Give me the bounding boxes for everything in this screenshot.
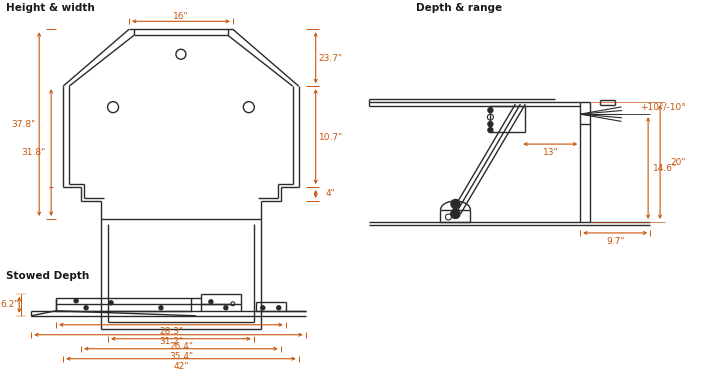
Text: 9.7": 9.7" (606, 237, 624, 247)
Circle shape (488, 108, 493, 113)
Text: Height & width: Height & width (6, 3, 95, 13)
Text: 35.4": 35.4" (169, 352, 193, 361)
Circle shape (488, 127, 493, 132)
Circle shape (451, 199, 460, 209)
Circle shape (451, 209, 460, 218)
Text: 31.8": 31.8" (21, 147, 45, 157)
Circle shape (74, 299, 78, 303)
Text: 16": 16" (173, 12, 189, 21)
Text: 42": 42" (173, 362, 188, 371)
Text: +10°/-10°: +10°/-10° (640, 103, 686, 112)
Text: 26.4": 26.4" (169, 342, 193, 351)
Circle shape (84, 306, 88, 310)
Circle shape (261, 306, 265, 310)
Circle shape (277, 306, 281, 310)
Circle shape (109, 301, 113, 305)
Text: 4": 4" (326, 189, 336, 199)
Text: 10.7": 10.7" (319, 132, 343, 142)
Circle shape (209, 300, 213, 304)
Text: 20": 20" (670, 157, 686, 167)
Text: Depth & range: Depth & range (415, 3, 502, 13)
Circle shape (224, 306, 228, 310)
Text: 6.2": 6.2" (0, 300, 19, 309)
Circle shape (159, 306, 163, 310)
Text: 14.6": 14.6" (653, 164, 677, 172)
Text: 23.7": 23.7" (319, 54, 343, 63)
Text: 28.3": 28.3" (159, 327, 183, 336)
Text: 31.2": 31.2" (159, 337, 183, 346)
Text: 37.8": 37.8" (11, 120, 35, 129)
Text: 13": 13" (543, 147, 558, 157)
Circle shape (488, 122, 493, 127)
Text: Stowed Depth: Stowed Depth (6, 271, 90, 281)
